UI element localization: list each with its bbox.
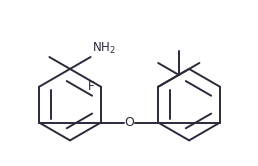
Text: F: F — [88, 80, 94, 93]
Text: O: O — [125, 116, 134, 129]
Text: NH$_2$: NH$_2$ — [92, 41, 116, 56]
